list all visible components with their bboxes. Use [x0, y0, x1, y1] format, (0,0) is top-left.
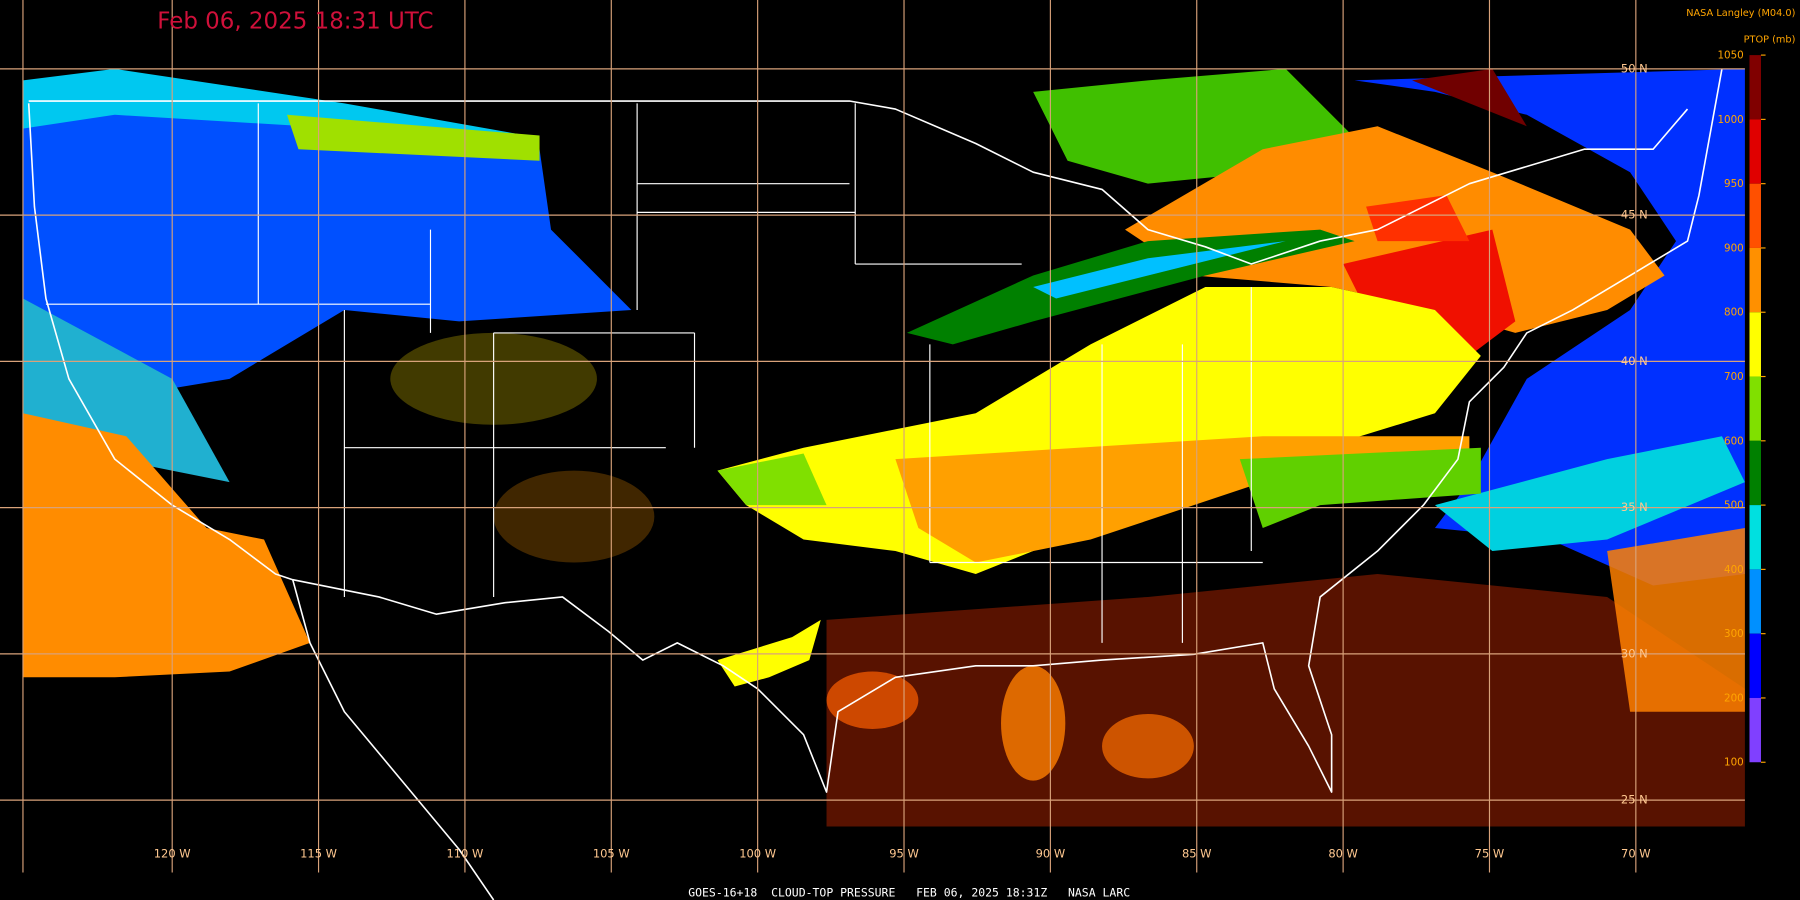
- longitude-label: 115 W: [300, 847, 337, 861]
- colorbar-segment: [1749, 376, 1761, 441]
- colorbar-segment: [1749, 505, 1761, 570]
- colorbar-tick-label: 400: [1724, 564, 1744, 576]
- graticule: [0, 0, 1745, 873]
- boundaries: [27, 68, 1723, 900]
- colorbar-tick-label: 800: [1724, 307, 1744, 319]
- colorbar-tick-label: 100: [1724, 757, 1744, 769]
- colorbar-tick-label: 700: [1724, 371, 1744, 383]
- colorbar-tick-label: 950: [1724, 178, 1744, 190]
- longitude-label: 90 W: [1036, 847, 1066, 861]
- cloud-layer: [22, 68, 1745, 827]
- longitude-label: 80 W: [1328, 847, 1358, 861]
- cloud-region: [286, 114, 540, 161]
- colorbar-segment: [1749, 440, 1761, 506]
- longitude-label: 85 W: [1182, 847, 1212, 861]
- colorbar-segment: [1749, 55, 1761, 120]
- cloud-region: [22, 68, 540, 138]
- colorbar-tick-label: 200: [1724, 692, 1744, 704]
- cloud-region: [22, 103, 632, 391]
- cloud-region: [717, 619, 821, 687]
- cloud-region: [493, 470, 655, 563]
- colorbar-segment: [1749, 633, 1761, 698]
- longitude-label: 110 W: [446, 847, 483, 861]
- cloud-region: [1607, 528, 1745, 712]
- cloud-region: [717, 453, 827, 506]
- longitude-label: 95 W: [889, 847, 919, 861]
- colorbar-tick-label: 500: [1724, 500, 1744, 512]
- colorbar-segment: [1749, 569, 1761, 634]
- colorbar-segment: [1749, 697, 1761, 763]
- footer: GOES-16+18 CLOUD-TOP PRESSURE FEB 06, 20…: [688, 886, 1130, 900]
- cloud-region: [717, 286, 1481, 574]
- state-lines: [45, 103, 1263, 643]
- longitude-label: 75 W: [1475, 847, 1505, 861]
- cloud-region: [1102, 714, 1194, 779]
- cloud-region: [22, 413, 310, 678]
- title: Feb 06, 2025 18:31 UTC: [157, 9, 433, 35]
- cloud-region: [1411, 68, 1527, 127]
- cloud-region: [826, 573, 1745, 827]
- cloud-region: [906, 229, 1355, 345]
- longitude-label: 105 W: [593, 847, 630, 861]
- colorbar-tick-label: 900: [1724, 242, 1744, 254]
- latitude-label: 35 N: [1621, 500, 1648, 514]
- colorbar-segment: [1749, 183, 1761, 248]
- longitude-label: 100 W: [739, 847, 776, 861]
- cloud-region: [1366, 195, 1470, 242]
- longitude-label: 120 W: [154, 847, 191, 861]
- colorbar-tick-label: 1050: [1717, 50, 1743, 62]
- cloud-region: [1001, 665, 1066, 781]
- colorbar-tick-label: 600: [1724, 435, 1744, 447]
- cloud-region: [1434, 436, 1745, 552]
- border: [28, 100, 1689, 265]
- cloud-region: [1033, 241, 1286, 299]
- colorbar-tick-label: 1000: [1717, 114, 1743, 126]
- latitude-label: 45 N: [1621, 208, 1648, 222]
- latitude-label: 40 N: [1621, 354, 1648, 368]
- colorbar-tick-label: 300: [1724, 628, 1744, 640]
- longitude-label: 70 W: [1621, 847, 1651, 861]
- colorbar-segment: [1749, 247, 1761, 313]
- credit: NASA Langley (M04.0): [1686, 8, 1795, 19]
- cloud-region: [826, 671, 919, 729]
- colorbar-segment: [1749, 119, 1761, 184]
- latitude-label: 25 N: [1621, 793, 1648, 807]
- colorbar-segment: [1749, 312, 1761, 377]
- coastline: [27, 68, 1723, 793]
- colorbar-label: PTOP (mb): [1744, 34, 1796, 45]
- latitude-label: 50 N: [1621, 61, 1648, 75]
- latitude-label: 30 N: [1621, 646, 1648, 660]
